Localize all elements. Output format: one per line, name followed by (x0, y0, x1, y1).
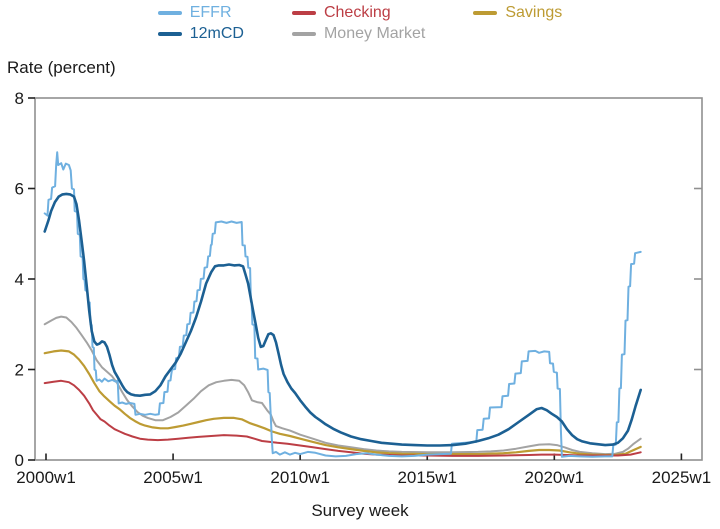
x-tick-label: 2010w1 (270, 468, 330, 487)
series-line-money-market (43, 315, 642, 456)
legend-label-money-market: Money Market (323, 25, 426, 42)
legend-swatch-checking (291, 11, 316, 15)
x-tick-label: 2005w1 (143, 468, 203, 487)
x-tick-label: 2025w1 (652, 468, 712, 487)
legend-column: Checking Money Market (291, 4, 426, 43)
legend-column: Savings (473, 4, 562, 43)
series-line-checking (43, 379, 642, 457)
legend-label-12mcd: 12mCD (189, 25, 244, 42)
legend-swatch-money-market (291, 32, 316, 36)
legend-swatch-12mcd (157, 32, 182, 36)
y-tick-label: 6 (15, 180, 24, 199)
y-tick-label: 4 (15, 270, 24, 289)
y-tick-label: 8 (15, 89, 24, 108)
x-tick-label: 2020w1 (525, 468, 585, 487)
chart-legend: EFFR 12mCD Checking Money Market Savings (0, 4, 720, 43)
legend-column: EFFR 12mCD (157, 4, 244, 43)
legend-item-12mcd: 12mCD (157, 25, 244, 43)
y-tick-label: 2 (15, 361, 24, 380)
legend-swatch-savings (473, 11, 498, 15)
legend-label-effr: EFFR (189, 4, 232, 21)
legend-label-checking: Checking (323, 4, 391, 21)
legend-item-effr: EFFR (157, 4, 244, 22)
legend-swatch-effr (157, 11, 182, 15)
x-tick-label: 2015w1 (397, 468, 457, 487)
legend-item-money-market: Money Market (291, 25, 426, 43)
x-tick-label: 2000w1 (16, 468, 76, 487)
y-axis-title: Rate (percent) (7, 58, 116, 77)
series-line-savings (43, 349, 642, 457)
legend-item-checking: Checking (291, 4, 425, 22)
x-axis-title: Survey week (311, 501, 409, 520)
legend-label-savings: Savings (505, 4, 563, 21)
series-line-effr (43, 151, 642, 458)
legend-item-savings: Savings (473, 4, 562, 22)
series-line-12mcd (43, 192, 643, 447)
y-tick-label: 0 (15, 451, 24, 470)
